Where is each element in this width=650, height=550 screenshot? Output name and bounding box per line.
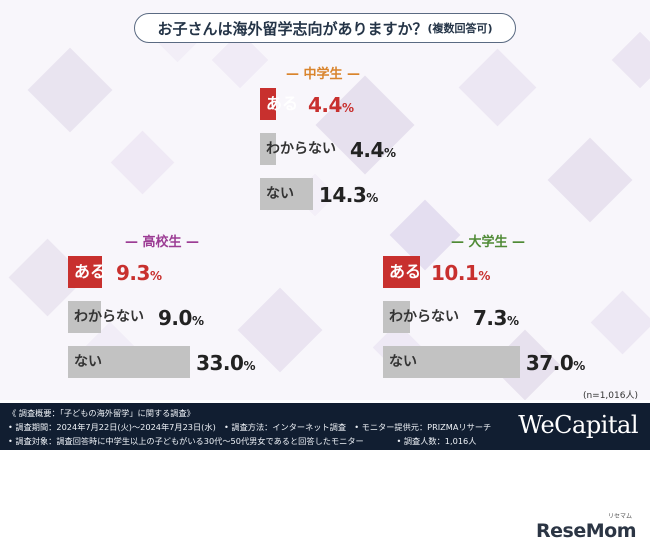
bar-value-label: 14.3% (319, 178, 378, 210)
bar-value-number: 33.0 (196, 351, 244, 375)
bar-value-number: 9.0 (158, 306, 192, 330)
bar-value-label: 10.1% (431, 256, 490, 288)
bar-value-unit: % (573, 359, 586, 373)
panel-title: — 中学生 — (285, 67, 361, 82)
bar-value-number: 14.3 (318, 183, 367, 207)
bar (383, 301, 410, 333)
bar-value-unit: % (383, 146, 396, 160)
bar-value-unit: % (243, 359, 256, 373)
survey-footer: 《 調査概要：「子どもの海外留学」に関する調査》 • 調査期間：2024年7月2… (0, 403, 650, 450)
bar-value-number: 9.3 (116, 261, 150, 285)
footer-line-target: • 調査対象：調査回答時に中学生以上の子どもがいる30代～50代男女であると回答… (8, 436, 477, 446)
bar-value-unit: % (506, 314, 519, 328)
background-diamond (611, 31, 650, 89)
chart-title-box: お子さんは海外留学志向がありますか？ (複数回答可) (134, 13, 516, 43)
bar-value-number: 4.4 (308, 93, 342, 117)
bar (68, 301, 102, 333)
bar-value-unit: % (366, 191, 379, 205)
bar-value-label: 4.4% (350, 133, 396, 165)
bar-value-unit: % (478, 269, 491, 283)
bar (383, 256, 421, 288)
chart-title: お子さんは海外留学志向がありますか？ (157, 19, 428, 38)
bar-value-number: 10.1 (431, 261, 479, 285)
brand-logo: WeCapital (518, 411, 638, 439)
bar-category-label: わからない (389, 309, 459, 325)
bar (260, 178, 313, 210)
bar-category-label: ない (266, 186, 294, 202)
bar-category-label: ある (389, 262, 422, 281)
bar-category-label: わからない (74, 309, 144, 325)
bar-category-label: わからない (266, 141, 336, 157)
bar-value-label: 9.3% (116, 256, 162, 288)
footer-line-overview: 《 調査概要：「子どもの海外留学」に関する調査》 (8, 408, 195, 418)
bar (68, 346, 191, 378)
watermark-ruby: リセマム (607, 513, 632, 520)
bar (383, 346, 520, 378)
bar-value-number: 37.0 (525, 351, 574, 375)
background-diamond (590, 290, 650, 355)
bar-value-label: 37.0% (526, 346, 585, 378)
chart-title-suffix: (複数回答可) (427, 22, 493, 35)
bar-value-label: 7.3% (473, 301, 519, 333)
bar (260, 133, 277, 165)
sample-size-note: (n=1,016人) (582, 391, 638, 400)
background-diamond (27, 47, 113, 133)
bar-value-unit: % (191, 314, 204, 328)
background-diamond (110, 130, 175, 195)
footer-line-period: • 調査期間：2024年7月22日(火)～2024年7月23日(水) • 調査方… (8, 422, 492, 432)
bar-value-label: 33.0% (196, 346, 255, 378)
background-diamond (458, 48, 537, 127)
chart-area: お子さんは海外留学志向がありますか？ (複数回答可) — 中学生 — ある 4.4%… (8, 13, 650, 400)
background-diamond (547, 137, 633, 223)
panel-title: — 大学生 — (450, 235, 526, 250)
bar-value-label: 9.0% (158, 301, 204, 333)
bar-category-label: ない (389, 354, 417, 370)
bar-value-number: 4.4 (350, 138, 384, 162)
panel-title: — 高校生 — (124, 235, 200, 250)
bar (260, 88, 277, 120)
bar-value-unit: % (149, 269, 162, 283)
watermark-logo: ReseMom (536, 520, 636, 542)
bar-value-unit: % (341, 101, 354, 115)
bar-category-label: ない (74, 354, 102, 370)
bar-value-label: 4.4% (308, 88, 354, 120)
bar-category-label: ある (74, 262, 107, 281)
bar-category-label: ある (266, 94, 299, 113)
bar-value-number: 7.3 (473, 306, 507, 330)
bar (68, 256, 103, 288)
